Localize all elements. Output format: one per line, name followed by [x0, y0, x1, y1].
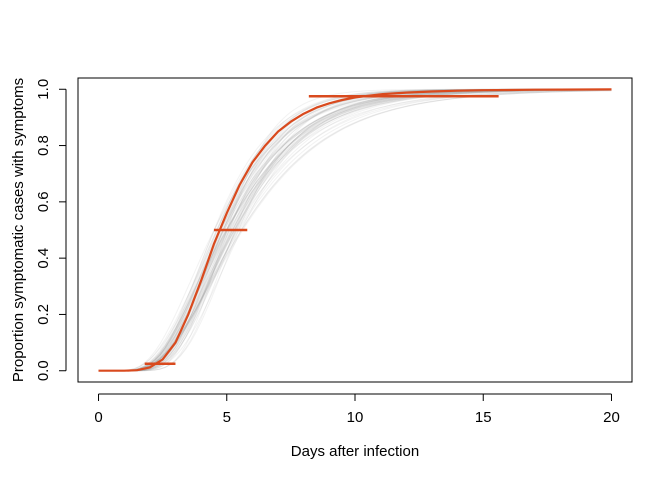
- y-tick-label: 1.0: [35, 79, 52, 100]
- sample-curve: [98, 89, 612, 372]
- y-tick-label: 0.4: [35, 248, 52, 269]
- x-axis-title: Days after infection: [291, 443, 419, 460]
- sample-curve: [98, 89, 612, 372]
- sample-curve: [98, 89, 612, 372]
- main-curve: [98, 88, 612, 372]
- x-tick-label: 20: [603, 409, 620, 426]
- y-tick-label: 0.2: [35, 304, 52, 325]
- x-tick-label: 10: [347, 409, 364, 426]
- sample-curve: [98, 89, 612, 372]
- axes: 0 5 10 15 20 0.0 0.2 0.4 0.6 0.8 1.0: [35, 79, 620, 426]
- sample-curve: [98, 89, 612, 372]
- y-tick-label: 0.0: [35, 360, 52, 381]
- y-tick-label: 0.8: [35, 135, 52, 156]
- y-axis-title: Proportion symptomatic cases with sympto…: [10, 78, 27, 382]
- sample-curve: [98, 89, 612, 372]
- sample-curve: [98, 90, 612, 372]
- x-tick-label: 15: [475, 409, 492, 426]
- x-tick-label: 0: [94, 409, 102, 426]
- x-tick-label: 5: [223, 409, 231, 426]
- sample-curve: [98, 89, 612, 372]
- sample-curve: [98, 90, 612, 372]
- y-tick-label: 0.6: [35, 191, 52, 212]
- plot-frame: [77, 77, 633, 383]
- plot-area: [98, 88, 612, 372]
- sample-curve: [98, 90, 612, 372]
